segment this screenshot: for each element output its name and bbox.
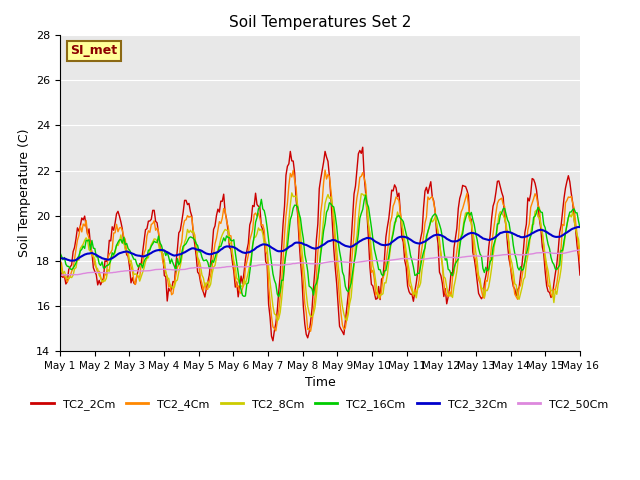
TC2_2Cm (237, 273, 245, 279)
TC2_4Cm (237, 291, 245, 297)
TC2_4Cm (576, 258, 584, 264)
TC2_4Cm (211, 241, 219, 247)
TC2_4Cm (307, 328, 314, 334)
TC2_2Cm (56, 264, 64, 270)
Title: Soil Temperatures Set 2: Soil Temperatures Set 2 (229, 15, 411, 30)
TC2_4Cm (56, 258, 64, 264)
TC2_50Cm (56, 272, 64, 278)
TC2_16Cm (362, 192, 369, 198)
TC2_2Cm (228, 259, 236, 265)
TC2_16Cm (237, 287, 245, 293)
TC2_16Cm (550, 262, 557, 267)
TC2_8Cm (120, 239, 127, 244)
TC2_32Cm (285, 244, 292, 250)
TC2_16Cm (228, 238, 236, 244)
TC2_4Cm (228, 250, 236, 255)
X-axis label: Time: Time (305, 376, 335, 389)
TC2_4Cm (120, 234, 127, 240)
TC2_32Cm (548, 233, 556, 239)
TC2_50Cm (548, 251, 556, 256)
TC2_50Cm (58, 272, 65, 278)
TC2_8Cm (576, 249, 584, 254)
TC2_2Cm (211, 223, 219, 229)
Text: SI_met: SI_met (70, 44, 118, 57)
TC2_8Cm (237, 283, 245, 289)
TC2_32Cm (56, 255, 64, 261)
TC2_50Cm (122, 268, 129, 274)
TC2_32Cm (68, 258, 76, 264)
TC2_2Cm (550, 281, 557, 287)
TC2_32Cm (576, 224, 584, 230)
TC2_2Cm (576, 272, 584, 278)
TC2_4Cm (550, 286, 557, 292)
TC2_8Cm (56, 257, 64, 263)
TC2_50Cm (239, 264, 246, 270)
TC2_50Cm (285, 262, 292, 267)
TC2_8Cm (285, 217, 292, 223)
TC2_8Cm (211, 263, 219, 268)
Legend: TC2_2Cm, TC2_4Cm, TC2_8Cm, TC2_16Cm, TC2_32Cm, TC2_50Cm: TC2_2Cm, TC2_4Cm, TC2_8Cm, TC2_16Cm, TC2… (27, 395, 613, 415)
Line: TC2_4Cm: TC2_4Cm (60, 170, 580, 331)
TC2_4Cm (284, 200, 291, 206)
TC2_8Cm (273, 318, 281, 324)
TC2_8Cm (550, 300, 557, 305)
Line: TC2_16Cm: TC2_16Cm (60, 195, 580, 297)
TC2_50Cm (212, 265, 220, 271)
TC2_50Cm (230, 264, 237, 269)
Line: TC2_50Cm: TC2_50Cm (60, 250, 580, 275)
TC2_32Cm (212, 250, 220, 255)
TC2_16Cm (576, 225, 584, 230)
TC2_50Cm (576, 247, 584, 253)
TC2_32Cm (122, 249, 129, 254)
Y-axis label: Soil Temperature (C): Soil Temperature (C) (17, 129, 31, 257)
TC2_32Cm (239, 250, 246, 255)
TC2_16Cm (275, 294, 283, 300)
TC2_16Cm (120, 234, 127, 240)
TC2_16Cm (285, 230, 292, 236)
TC2_16Cm (56, 250, 64, 256)
TC2_8Cm (228, 251, 236, 257)
TC2_2Cm (285, 161, 292, 167)
Line: TC2_2Cm: TC2_2Cm (60, 147, 580, 341)
TC2_4Cm (321, 167, 329, 173)
Line: TC2_32Cm: TC2_32Cm (60, 227, 580, 261)
TC2_8Cm (288, 190, 296, 196)
TC2_16Cm (211, 255, 219, 261)
Line: TC2_8Cm: TC2_8Cm (60, 193, 580, 321)
TC2_2Cm (269, 338, 276, 344)
TC2_2Cm (120, 239, 127, 245)
TC2_32Cm (230, 244, 237, 250)
TC2_2Cm (359, 144, 367, 150)
